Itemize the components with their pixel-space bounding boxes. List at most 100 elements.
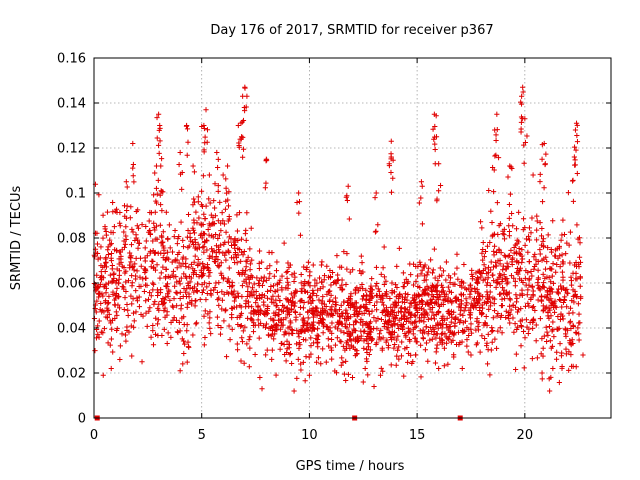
data-point bbox=[446, 308, 452, 314]
data-point bbox=[504, 291, 510, 297]
data-point bbox=[310, 325, 316, 332]
data-point bbox=[142, 258, 148, 264]
data-point bbox=[210, 220, 216, 226]
data-point bbox=[485, 296, 491, 303]
data-point bbox=[540, 238, 546, 245]
data-point bbox=[544, 338, 550, 345]
data-point bbox=[308, 343, 314, 349]
data-point-spike bbox=[155, 142, 162, 148]
data-point bbox=[360, 286, 366, 292]
data-point bbox=[124, 327, 130, 334]
data-point bbox=[547, 265, 553, 272]
data-point bbox=[400, 270, 406, 276]
data-point bbox=[335, 272, 341, 278]
data-point-spike bbox=[388, 154, 394, 160]
data-point bbox=[477, 349, 483, 355]
data-point bbox=[288, 302, 295, 308]
data-point bbox=[109, 278, 115, 284]
data-point bbox=[523, 268, 529, 274]
data-point bbox=[477, 219, 484, 225]
data-point bbox=[498, 250, 504, 256]
data-point bbox=[314, 305, 320, 311]
data-point bbox=[455, 329, 462, 335]
data-point bbox=[305, 259, 312, 265]
data-point bbox=[479, 310, 485, 317]
data-point bbox=[112, 247, 118, 253]
data-point bbox=[376, 334, 383, 340]
data-point bbox=[541, 333, 547, 339]
data-point bbox=[284, 338, 290, 344]
data-point bbox=[144, 323, 150, 329]
data-point-low bbox=[108, 365, 114, 372]
data-point bbox=[509, 210, 515, 217]
data-point-spike bbox=[177, 149, 183, 156]
data-point bbox=[467, 282, 473, 288]
data-point bbox=[241, 360, 247, 366]
data-point bbox=[366, 308, 372, 315]
data-point-spike bbox=[521, 142, 527, 148]
data-point bbox=[501, 287, 507, 293]
data-point bbox=[298, 361, 304, 367]
data-point bbox=[473, 304, 479, 311]
data-point bbox=[112, 315, 118, 322]
data-point bbox=[362, 365, 368, 372]
data-point bbox=[201, 342, 207, 348]
data-point bbox=[522, 335, 528, 341]
data-point bbox=[313, 336, 319, 342]
data-point bbox=[413, 319, 419, 325]
data-point bbox=[526, 282, 532, 288]
data-point-spike bbox=[490, 164, 496, 171]
data-point bbox=[356, 288, 362, 294]
data-point-spike bbox=[571, 154, 577, 160]
data-point bbox=[418, 312, 425, 318]
data-point bbox=[98, 262, 104, 269]
data-point bbox=[226, 265, 232, 271]
data-point bbox=[529, 356, 535, 362]
data-point-spike bbox=[386, 161, 392, 167]
data-point bbox=[137, 255, 144, 261]
data-point bbox=[539, 336, 545, 342]
data-point bbox=[530, 172, 536, 178]
data-point bbox=[299, 328, 305, 335]
data-point bbox=[185, 282, 192, 289]
data-point bbox=[246, 280, 252, 286]
data-point bbox=[426, 265, 432, 271]
data-point bbox=[441, 363, 447, 369]
data-point bbox=[504, 292, 510, 298]
data-point bbox=[329, 320, 335, 326]
data-point bbox=[319, 311, 326, 317]
data-point-spike bbox=[432, 134, 438, 140]
data-point bbox=[198, 221, 204, 227]
data-point bbox=[525, 330, 531, 337]
data-point bbox=[111, 275, 117, 281]
data-point bbox=[560, 316, 566, 322]
data-point bbox=[202, 264, 208, 270]
data-point bbox=[523, 317, 530, 323]
x-tick-label: 15 bbox=[409, 428, 426, 443]
data-point bbox=[302, 378, 308, 384]
data-point bbox=[536, 285, 542, 291]
data-point bbox=[234, 212, 240, 218]
data-point bbox=[557, 264, 563, 270]
data-point bbox=[175, 236, 181, 242]
data-point bbox=[304, 264, 310, 271]
data-point bbox=[445, 361, 451, 367]
data-point-spike bbox=[373, 228, 379, 234]
data-point bbox=[201, 243, 207, 250]
data-point bbox=[174, 279, 180, 285]
data-point-spike bbox=[190, 202, 196, 208]
data-point bbox=[517, 276, 523, 282]
data-point bbox=[443, 291, 449, 297]
data-point-spike bbox=[493, 152, 499, 158]
data-point bbox=[274, 281, 280, 287]
data-point bbox=[402, 330, 408, 337]
data-point bbox=[180, 261, 186, 267]
data-point-spike bbox=[236, 142, 242, 149]
data-point bbox=[498, 314, 504, 320]
data-point bbox=[515, 307, 522, 313]
data-point bbox=[190, 241, 196, 248]
data-point bbox=[361, 329, 367, 335]
data-point-spike bbox=[179, 186, 185, 192]
data-point bbox=[102, 256, 109, 262]
data-point bbox=[218, 324, 224, 331]
